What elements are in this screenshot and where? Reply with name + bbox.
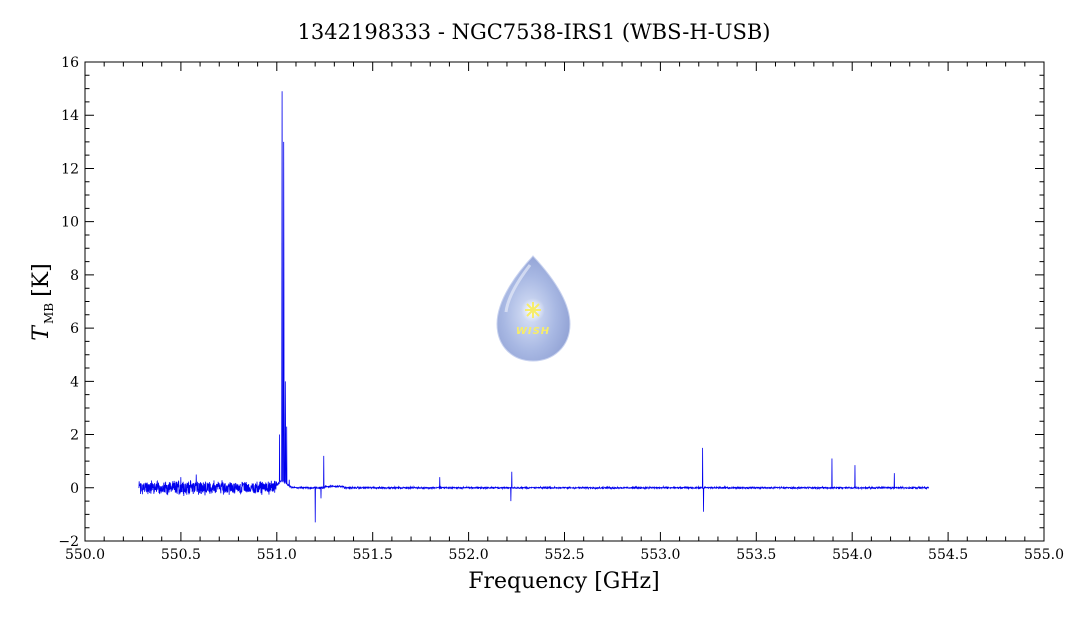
x-tick-label: 553.5	[736, 547, 776, 563]
x-tick-label: 552.0	[449, 547, 489, 563]
x-tick-label: 555.0	[1024, 547, 1064, 563]
y-tick-label: 4	[70, 374, 79, 390]
y-tick-labels: −2 0 2 4 6 8 10 12 14 16	[58, 55, 79, 550]
x-tick-label: 551.5	[353, 547, 393, 563]
x-tick-labels: 550.0 550.5 551.0 551.5 552.0 552.5 553.0 553.5…	[65, 547, 1064, 563]
y-tick-label: 8	[70, 268, 79, 284]
spectrum-line	[138, 91, 929, 523]
chart-title: 1342198333 - NGC7538-IRS1 (WBS-H-USB)	[298, 20, 771, 44]
x-tick-label: 551.0	[257, 547, 297, 563]
y-tick-label: 2	[70, 428, 79, 444]
x-tick-label: 554.5	[928, 547, 968, 563]
y-axis-label: TMB[K]	[29, 263, 56, 340]
x-axis-label: Frequency [GHz]	[468, 569, 660, 594]
svg-text:TMB[K]: TMB[K]	[29, 263, 56, 340]
y-tick-label: 16	[61, 55, 79, 71]
y-tick-label: −2	[58, 534, 79, 550]
star-icon	[525, 302, 541, 318]
y-tick-label: 6	[70, 321, 79, 337]
x-tick-label: 553.0	[640, 547, 680, 563]
x-tick-label: 552.5	[544, 547, 584, 563]
plot-area	[138, 91, 929, 523]
y-tick-label: 12	[61, 161, 79, 177]
x-tick-label: 550.0	[65, 547, 105, 563]
axis-ticks	[84, 61, 1045, 542]
x-tick-label: 550.5	[161, 547, 201, 563]
y-tick-label: 0	[70, 481, 79, 497]
x-tick-label: 554.0	[832, 547, 872, 563]
tick-marks	[84, 61, 1045, 542]
wish-logo-text: WISH	[516, 326, 550, 337]
wish-logo: WISH	[496, 255, 571, 362]
y-tick-label: 14	[61, 108, 79, 124]
y-tick-label: 10	[61, 215, 79, 231]
